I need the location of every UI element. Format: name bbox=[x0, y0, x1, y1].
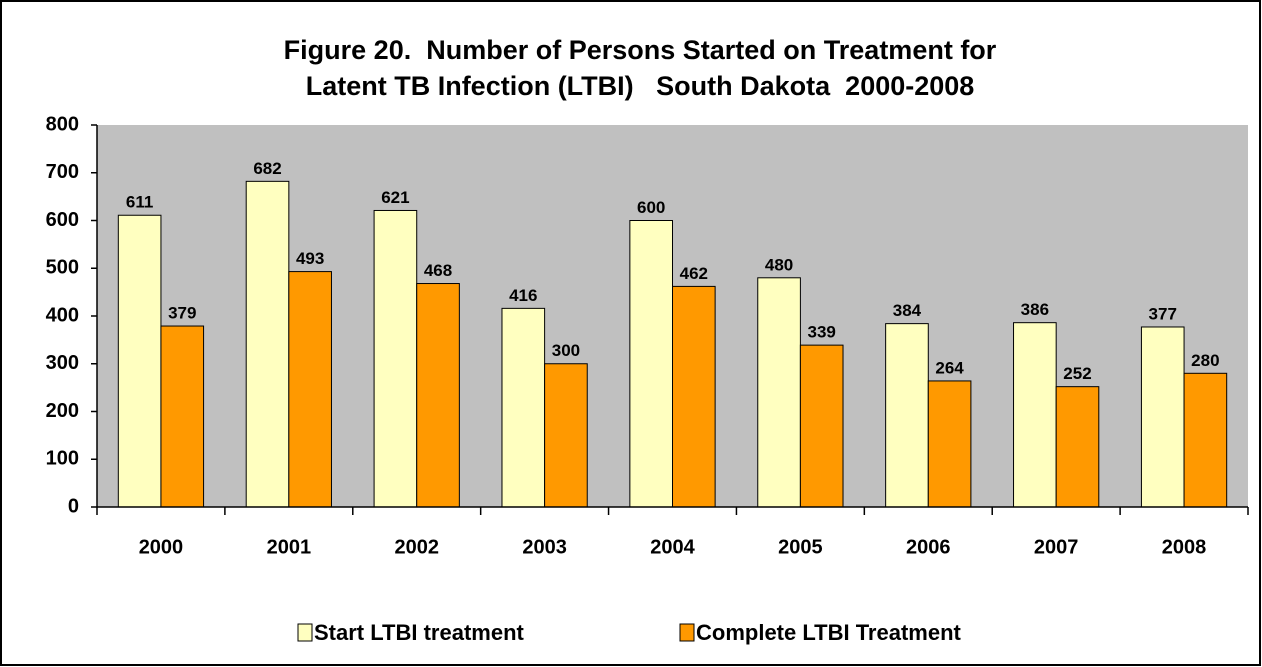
value-label: 480 bbox=[765, 255, 793, 274]
value-label: 682 bbox=[253, 159, 281, 178]
value-label: 386 bbox=[1021, 300, 1049, 319]
bar bbox=[1055, 386, 1100, 508]
value-label: 462 bbox=[680, 264, 708, 283]
y-tick-label: 500 bbox=[46, 257, 79, 279]
bar bbox=[373, 209, 418, 508]
y-tick-label: 700 bbox=[46, 161, 79, 183]
legend-label: Start LTBI treatment bbox=[314, 620, 525, 645]
y-tick-label: 0 bbox=[68, 495, 79, 517]
bar bbox=[501, 307, 546, 508]
bar bbox=[799, 344, 844, 508]
y-tick-label: 800 bbox=[46, 113, 79, 135]
x-tick-label: 2000 bbox=[139, 536, 184, 558]
legend-swatch bbox=[297, 623, 313, 642]
y-tick-label: 300 bbox=[46, 352, 79, 374]
value-label: 600 bbox=[637, 198, 665, 217]
x-tick-label: 2003 bbox=[522, 536, 567, 558]
value-label: 252 bbox=[1063, 364, 1091, 383]
value-label: 300 bbox=[552, 341, 580, 360]
bar bbox=[160, 325, 205, 508]
x-tick-label: 2007 bbox=[1034, 536, 1079, 558]
chart-title: Latent TB Infection (LTBI) South Dakota … bbox=[306, 71, 975, 101]
y-tick-label: 600 bbox=[46, 209, 79, 231]
value-label: 280 bbox=[1191, 351, 1219, 370]
bar bbox=[416, 283, 460, 508]
bar bbox=[885, 323, 929, 508]
value-label: 264 bbox=[935, 358, 964, 377]
value-label: 377 bbox=[1149, 304, 1177, 323]
chart-title: Figure 20. Number of Persons Started on … bbox=[284, 35, 997, 65]
value-label: 384 bbox=[893, 301, 922, 320]
value-label: 339 bbox=[808, 323, 836, 342]
bar bbox=[117, 214, 162, 508]
bar bbox=[629, 220, 673, 508]
bar bbox=[1183, 372, 1228, 508]
y-tick-label: 400 bbox=[46, 304, 79, 326]
x-tick-label: 2001 bbox=[267, 536, 312, 558]
bar bbox=[1013, 322, 1057, 508]
value-label: 611 bbox=[126, 193, 153, 212]
bar bbox=[757, 277, 801, 508]
x-tick-label: 2006 bbox=[906, 536, 951, 558]
value-label: 621 bbox=[381, 188, 409, 207]
bar bbox=[245, 180, 290, 508]
value-label: 379 bbox=[168, 304, 196, 323]
x-tick-label: 2005 bbox=[778, 536, 823, 558]
bar bbox=[544, 363, 588, 508]
legend-swatch bbox=[679, 623, 695, 642]
bar bbox=[288, 271, 332, 508]
legend-label: Complete LTBI Treatment bbox=[696, 620, 962, 645]
bar bbox=[927, 380, 972, 508]
x-tick-label: 2008 bbox=[1162, 536, 1207, 558]
x-tick-label: 2004 bbox=[650, 536, 695, 558]
y-tick-label: 200 bbox=[46, 400, 79, 422]
y-tick-label: 100 bbox=[46, 448, 79, 470]
x-tick-label: 2002 bbox=[394, 536, 439, 558]
bar bbox=[1140, 326, 1185, 508]
value-label: 493 bbox=[296, 249, 324, 268]
value-label: 468 bbox=[424, 261, 452, 280]
value-label: 416 bbox=[509, 286, 537, 305]
bar bbox=[672, 285, 716, 508]
